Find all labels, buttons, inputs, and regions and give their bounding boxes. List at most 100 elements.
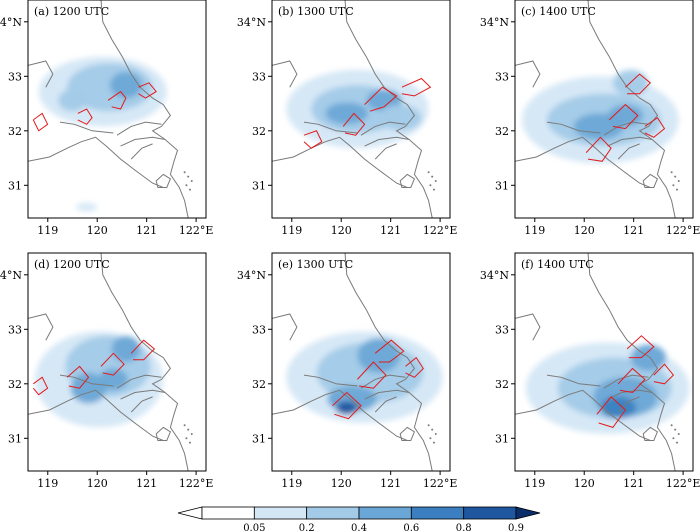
x-tick-label: 122°E bbox=[666, 477, 700, 490]
coastline bbox=[399, 426, 416, 441]
panel-label: (e) 1300 UTC bbox=[278, 258, 353, 271]
y-tick-label: 31 bbox=[8, 179, 22, 192]
observed-contour bbox=[32, 112, 49, 132]
panel-b: (b) 1300 UTC 119 120 121 122°E 34°N 33 32 31 bbox=[237, 0, 458, 237]
coastline bbox=[360, 374, 406, 389]
probability-blob bbox=[111, 335, 141, 363]
x-tick-label: 122°E bbox=[423, 224, 458, 237]
observed-contour bbox=[100, 352, 125, 376]
observed-contour bbox=[138, 82, 157, 99]
coastline bbox=[399, 173, 416, 188]
coastline bbox=[120, 136, 166, 147]
island bbox=[672, 184, 675, 187]
observed-contour bbox=[357, 361, 387, 389]
island bbox=[183, 171, 186, 174]
colorbar-segment bbox=[253, 506, 308, 520]
observed-contour bbox=[608, 103, 639, 130]
x-tick-label: 120 bbox=[331, 224, 352, 237]
y-tick-label: 34°N bbox=[0, 269, 22, 282]
observed-contour bbox=[66, 365, 90, 389]
probability-blob bbox=[336, 401, 358, 415]
coastline bbox=[120, 389, 166, 400]
colorbar-tick-label: 0.6 bbox=[403, 523, 419, 532]
island bbox=[672, 437, 675, 440]
observed-contour bbox=[401, 77, 432, 97]
coastline bbox=[272, 136, 408, 188]
observed-contour bbox=[130, 339, 156, 361]
island bbox=[183, 424, 186, 427]
island bbox=[432, 441, 435, 444]
coastline bbox=[603, 374, 649, 389]
colorbar-segment bbox=[463, 506, 517, 520]
panel-label: (c) 1400 UTC bbox=[521, 5, 596, 18]
coastline bbox=[515, 136, 651, 188]
probability-field bbox=[35, 331, 164, 428]
coastline bbox=[303, 374, 358, 387]
x-tick-label: 121 bbox=[136, 224, 157, 237]
probability-field bbox=[38, 56, 167, 212]
observed-contour bbox=[32, 376, 49, 396]
x-tick-label: 121 bbox=[623, 477, 644, 490]
island bbox=[187, 428, 190, 431]
observed-contour bbox=[364, 86, 398, 112]
x-tick-label: 119 bbox=[37, 224, 58, 237]
colorbar-tick-label: 0.8 bbox=[456, 523, 472, 532]
colorbar: 0.05 0.2 0.4 0.6 0.8 0.9 bbox=[177, 506, 541, 532]
observed-contour bbox=[585, 136, 612, 162]
island bbox=[187, 175, 190, 178]
x-tick-label: 119 bbox=[37, 477, 58, 490]
coastline bbox=[360, 121, 406, 136]
y-tick-label: 33 bbox=[495, 323, 509, 336]
y-tick-label: 31 bbox=[252, 432, 266, 445]
y-tick-label: 33 bbox=[8, 70, 22, 83]
coastline bbox=[100, 0, 189, 218]
y-tick-label: 33 bbox=[8, 323, 22, 336]
coastline bbox=[155, 426, 172, 441]
observed-contour bbox=[596, 396, 627, 428]
coastline bbox=[515, 389, 651, 441]
panel-plot-area bbox=[272, 0, 450, 218]
coastline bbox=[272, 313, 298, 341]
coastline bbox=[100, 253, 189, 471]
coastline bbox=[364, 389, 410, 400]
colorbar-segment bbox=[410, 506, 465, 520]
coastline bbox=[607, 136, 653, 147]
x-tick-label: 119 bbox=[524, 477, 545, 490]
y-tick-label: 34°N bbox=[237, 269, 266, 282]
observed-contour bbox=[626, 335, 655, 359]
colorbar-segment bbox=[358, 506, 412, 520]
coastline bbox=[28, 60, 54, 88]
island bbox=[677, 179, 680, 182]
coastline bbox=[617, 143, 640, 160]
coastline bbox=[546, 121, 601, 134]
y-tick-label: 34°N bbox=[480, 16, 509, 29]
coastline bbox=[59, 121, 114, 134]
x-tick-label: 121 bbox=[623, 224, 644, 237]
island bbox=[670, 171, 673, 174]
y-tick-label: 32 bbox=[252, 125, 266, 138]
island bbox=[429, 437, 432, 440]
x-tick-label: 121 bbox=[136, 477, 157, 490]
y-tick-label: 33 bbox=[495, 70, 509, 83]
island bbox=[674, 428, 677, 431]
observed-contour bbox=[644, 116, 666, 138]
coastline bbox=[642, 426, 659, 441]
y-tick-label: 31 bbox=[495, 432, 509, 445]
x-tick-label: 121 bbox=[380, 224, 401, 237]
y-tick-label: 32 bbox=[495, 125, 509, 138]
probability-blob bbox=[357, 338, 401, 373]
observed-contour bbox=[332, 391, 362, 420]
colorbar-tick-label: 0.9 bbox=[508, 523, 524, 532]
island bbox=[675, 441, 678, 444]
coastline bbox=[515, 313, 541, 341]
y-tick-label: 34°N bbox=[237, 16, 266, 29]
y-tick-label: 33 bbox=[252, 323, 266, 336]
island bbox=[674, 175, 677, 178]
panel-frame bbox=[514, 0, 694, 219]
island bbox=[434, 432, 437, 435]
y-tick-label: 33 bbox=[252, 70, 266, 83]
coastline bbox=[303, 121, 358, 134]
y-tick-label: 31 bbox=[495, 179, 509, 192]
y-tick-label: 32 bbox=[252, 378, 266, 391]
observed-contour bbox=[77, 108, 93, 125]
